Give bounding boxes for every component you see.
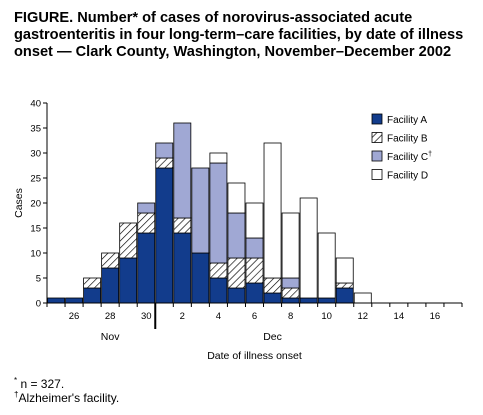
y-tick-label-5: 5 (36, 273, 41, 284)
bar-facility_a-dec-11 (335, 287, 354, 304)
bar-facility_d-dec-7 (263, 142, 282, 279)
bar-facility_a-nov-27 (83, 287, 102, 304)
bar-facility_d-dec-10 (317, 232, 336, 299)
legend-swatch-facility_d (371, 169, 383, 180)
bar-facility_b-dec-6 (245, 257, 264, 284)
bar-facility_d-dec-4 (209, 152, 228, 164)
x-tick-label-6: 6 (252, 311, 257, 322)
bar-facility_d-dec-9 (299, 197, 318, 299)
bar-facility_c-dec-4 (209, 162, 228, 264)
x-tick-label-10: 10 (321, 311, 332, 322)
footnote-dagger-text: Alzheimer's facility. (18, 391, 120, 405)
x-tick-label-30: 30 (141, 311, 152, 322)
legend-swatch-facility_a (371, 113, 383, 125)
legend-label-facility_c: Facility C† (387, 151, 432, 163)
bar-facility_a-dec-2 (173, 232, 192, 304)
bar-facility_a-dec-5 (227, 287, 246, 304)
bar-facility_b-dec-11 (335, 282, 354, 289)
bar-facility_b-nov-27 (83, 277, 102, 289)
y-tick-label-40: 40 (30, 98, 41, 109)
legend-swatch-facility_c (371, 150, 383, 162)
bar-facility_b-dec-7 (263, 277, 282, 294)
y-tick-label-15: 15 (30, 223, 41, 234)
legend-label-facility_a: Facility A (387, 115, 427, 126)
bar-facility_b-dec-8 (281, 287, 300, 299)
bar-facility_b-dec-2 (173, 217, 192, 234)
bar-facility_d-dec-11 (335, 257, 354, 284)
x-tick-label-8: 8 (288, 311, 293, 322)
bar-facility_c-dec-6 (245, 237, 264, 259)
x-tick-label-28: 28 (105, 311, 116, 322)
bar-facility_b-dec-5 (227, 257, 246, 289)
bar-facility_a-dec-7 (263, 292, 282, 304)
footnote-n-text: n = 327. (17, 377, 65, 391)
bar-facility_d-dec-6 (245, 202, 264, 239)
x-axis-title: Date of illness onset (207, 350, 302, 362)
bar-facility_a-nov-26 (65, 297, 83, 304)
y-tick-label-30: 30 (30, 148, 41, 159)
x-tick-label-4: 4 (216, 311, 221, 322)
bar-facility_b-nov-28 (101, 252, 120, 269)
bar-facility_b-nov-30 (137, 212, 156, 234)
footnote-dagger: †Alzheimer's facility. (14, 390, 120, 406)
bar-facility_a-dec-3 (191, 252, 210, 304)
bar-facility_c-nov-30 (137, 202, 156, 214)
stacked-bar-chart: 0 5 10 15 20 25 30 35 40 26 28 30 2 4 6 8 10 12 14 16 Nov Dec… (13, 98, 463, 362)
bar-facility_a-dec-4 (209, 277, 228, 304)
bar-facility_a-nov-28 (101, 267, 120, 304)
footnote-dagger-mark: † (14, 390, 19, 399)
bar-facility_a-dec-6 (245, 282, 264, 304)
bar-facility_c-dec-2 (173, 122, 192, 219)
x-tick-label-14: 14 (394, 311, 405, 322)
month-label-nov: Nov (101, 331, 120, 343)
legend-swatch-facility_b (371, 132, 383, 143)
legend-label-facility_b: Facility B (387, 134, 428, 145)
footnote-n-mark: * (14, 376, 18, 385)
bar-facility_d-dec-12 (353, 292, 372, 304)
bar-facility_a-dec-1 (155, 167, 174, 304)
y-tick-label-25: 25 (30, 173, 41, 184)
x-tick-label-16: 16 (430, 311, 441, 322)
figure-title: FIGURE. Number* of cases of norovirus-as… (14, 10, 464, 60)
bar-facility_d-dec-5 (227, 182, 246, 214)
legend-label-facility_d: Facility D (387, 171, 428, 182)
legend-mark-facility_c: † (428, 151, 432, 158)
y-tick-label-20: 20 (30, 198, 41, 209)
y-tick-label-35: 35 (30, 123, 41, 134)
x-tick-label-2: 2 (180, 311, 185, 322)
bar-facility_c-dec-5 (227, 212, 246, 259)
y-axis-title: Cases (13, 188, 25, 218)
footnote-n: * n = 327. (14, 376, 65, 392)
bar-facility_d-dec-8 (281, 212, 300, 279)
bar-facility_b-dec-4 (209, 262, 228, 279)
x-tick-label-26: 26 (69, 311, 80, 322)
bar-facility_a-nov-29 (119, 257, 138, 304)
month-label-dec: Dec (263, 331, 282, 343)
bar-facility_a-nov-30 (137, 232, 156, 304)
bar-facility_a-dec-10 (317, 297, 336, 304)
y-tick-label-10: 10 (30, 248, 41, 259)
bar-facility_b-dec-1 (155, 157, 174, 169)
y-tick-label-0: 0 (36, 298, 41, 309)
bar-facility_a-nov-25 (47, 297, 65, 304)
bar-facility_c-dec-1 (155, 142, 174, 159)
bar-facility_a-dec-8 (281, 297, 300, 304)
bar-facility_a-dec-9 (299, 297, 318, 304)
x-tick-label-12: 12 (357, 311, 368, 322)
bar-facility_b-nov-29 (119, 222, 138, 259)
bar-facility_c-dec-8 (281, 277, 300, 289)
bar-facility_c-dec-3 (191, 167, 210, 254)
